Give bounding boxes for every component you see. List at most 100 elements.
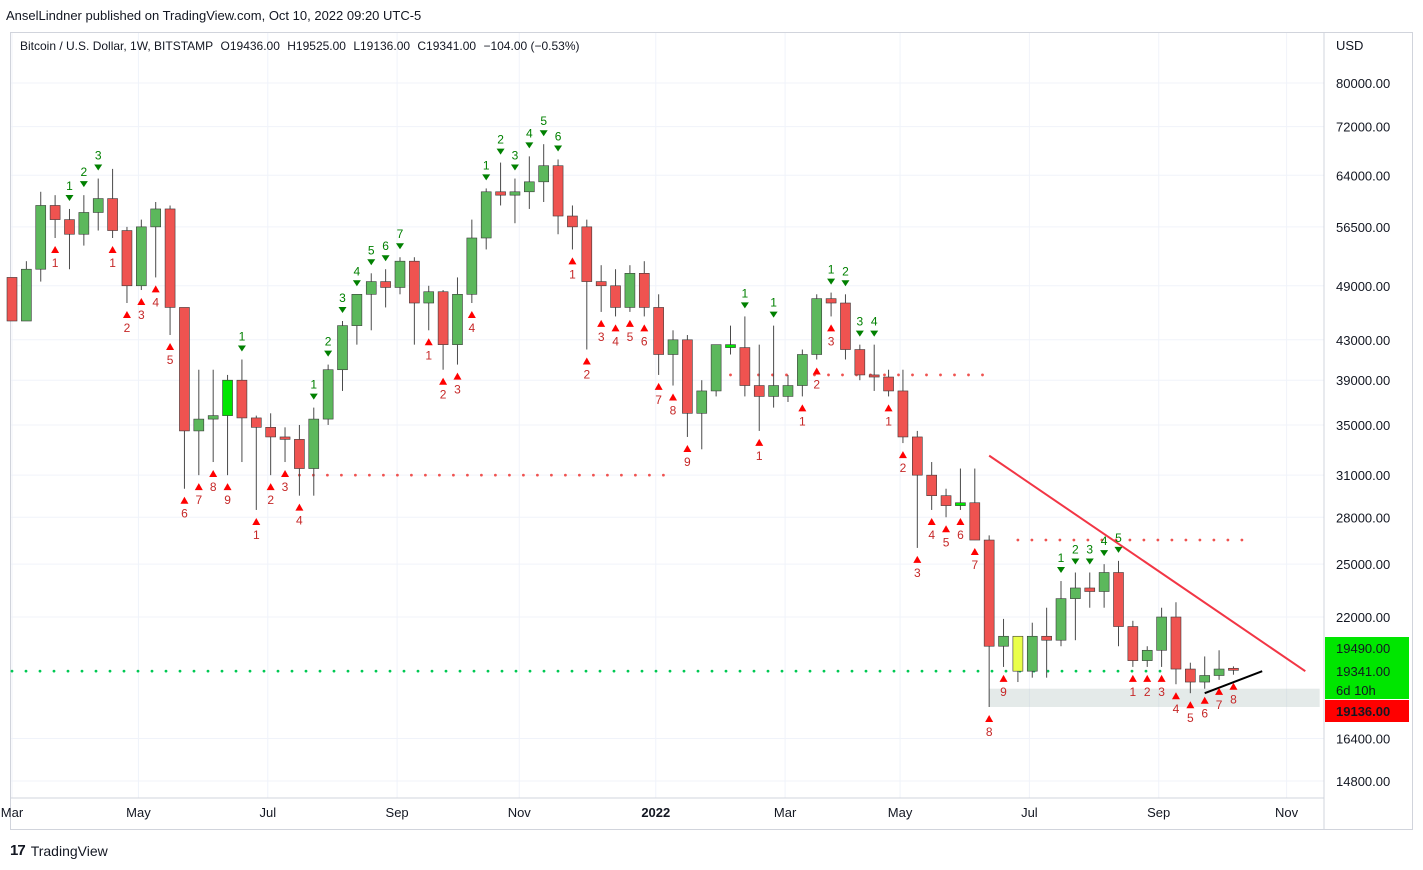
level-dot: [80, 669, 84, 673]
setup-down-count: 3: [1158, 685, 1165, 699]
level-dot: [424, 473, 427, 477]
candle-body: [107, 198, 118, 231]
level-dot: [136, 669, 140, 673]
level-dot: [906, 669, 910, 673]
level-dot: [452, 473, 455, 477]
setup-up-triangle: [381, 255, 390, 262]
candle-body: [840, 302, 851, 350]
candle-body: [567, 215, 578, 228]
level-dot: [108, 669, 112, 673]
setup-up-count: 4: [526, 126, 533, 140]
price-tick-label: 56500.00: [1336, 220, 1390, 235]
level-dot: [248, 669, 252, 673]
candle-body: [552, 165, 564, 217]
candle-body: [998, 635, 1009, 647]
candle-body: [1012, 635, 1024, 672]
setup-up-count: 1: [742, 286, 749, 300]
candle-body: [912, 436, 923, 476]
setup-up-triangle: [870, 330, 879, 337]
setup-down-triangle: [194, 483, 203, 491]
time-tick-label: Nov: [1275, 805, 1299, 820]
setup-down-count: 1: [756, 449, 763, 463]
legend-close: C19341.00: [417, 39, 477, 53]
candle-body: [983, 539, 995, 647]
setup-down-count: 3: [138, 308, 145, 322]
level-dot: [934, 669, 938, 673]
level-dot: [542, 669, 546, 673]
level-dot: [962, 669, 966, 673]
symbol-legend: Bitcoin / U.S. Dollar, 1W, BITSTAMP O194…: [20, 39, 584, 53]
candle-body: [365, 281, 377, 295]
setup-down-count: 1: [799, 414, 806, 428]
level-dot: [396, 473, 399, 477]
level-dot: [785, 373, 788, 377]
candle-body: [380, 281, 391, 288]
candle-body: [308, 418, 320, 469]
level-dot: [878, 669, 882, 673]
legend-high: H19525.00: [287, 39, 346, 53]
level-dot: [1060, 669, 1064, 673]
candle-body: [710, 344, 722, 392]
level-dot: [626, 669, 630, 673]
level-dot: [1142, 538, 1146, 542]
candle-body: [236, 379, 248, 419]
setup-down-triangle: [137, 298, 146, 306]
level-dot: [981, 373, 984, 377]
time-tick-label: Jul: [1021, 805, 1038, 820]
setup-up-count: 7: [397, 227, 404, 241]
tradingview-logo-icon: 17: [10, 842, 26, 859]
setup-up-triangle: [367, 259, 376, 266]
setup-down-triangle: [755, 438, 764, 446]
candle-body: [682, 339, 693, 414]
level-dot: [911, 373, 914, 377]
level-dot: [416, 669, 420, 673]
price-tick-label: 72000.00: [1336, 120, 1390, 135]
level-dot: [206, 669, 210, 673]
level-dot: [556, 669, 560, 673]
setup-down-triangle: [151, 285, 160, 293]
level-dot: [550, 473, 553, 477]
low-price-badge: [1325, 700, 1409, 722]
level-dot: [374, 669, 378, 673]
candle-body: [926, 474, 937, 496]
support-zone: [989, 688, 1320, 707]
setup-down-triangle: [942, 525, 951, 533]
setup-down-triangle: [1186, 701, 1195, 709]
setup-down-triangle: [1157, 674, 1166, 682]
setup-down-count: 9: [684, 455, 691, 469]
candle-body: [1141, 649, 1153, 661]
level-dot: [514, 669, 518, 673]
setup-up-triangle: [309, 393, 318, 400]
setup-down-count: 5: [1187, 711, 1194, 725]
level-dot: [1226, 538, 1230, 542]
setup-up-count: 5: [368, 243, 375, 257]
candle-body: [150, 208, 161, 228]
setup-down-triangle: [683, 444, 692, 452]
candle-body: [768, 385, 779, 397]
level-dot: [990, 669, 994, 673]
level-dot: [410, 473, 413, 477]
setup-down-triangle: [122, 311, 131, 319]
level-dot: [606, 473, 609, 477]
level-dot: [578, 473, 581, 477]
setup-down-count: 7: [655, 393, 662, 407]
level-dot: [466, 473, 469, 477]
setup-down-count: 8: [1230, 693, 1237, 707]
candle-body: [1228, 667, 1239, 671]
setup-down-count: 1: [569, 267, 576, 281]
setup-down-count: 3: [828, 334, 835, 348]
candle-body: [509, 191, 521, 196]
price-tick-label: 25000.00: [1336, 557, 1390, 572]
setup-up-triangle: [1114, 546, 1123, 553]
setup-down-triangle: [884, 404, 893, 412]
setup-up-triangle: [1057, 567, 1066, 574]
setup-up-count: 1: [828, 263, 835, 277]
setup-down-triangle: [266, 483, 275, 491]
level-dot: [234, 669, 238, 673]
level-dot: [528, 669, 532, 673]
candle-body: [1070, 587, 1081, 599]
candle-body: [1026, 635, 1038, 672]
candle-body: [480, 191, 492, 239]
setup-down-count: 4: [928, 528, 935, 542]
